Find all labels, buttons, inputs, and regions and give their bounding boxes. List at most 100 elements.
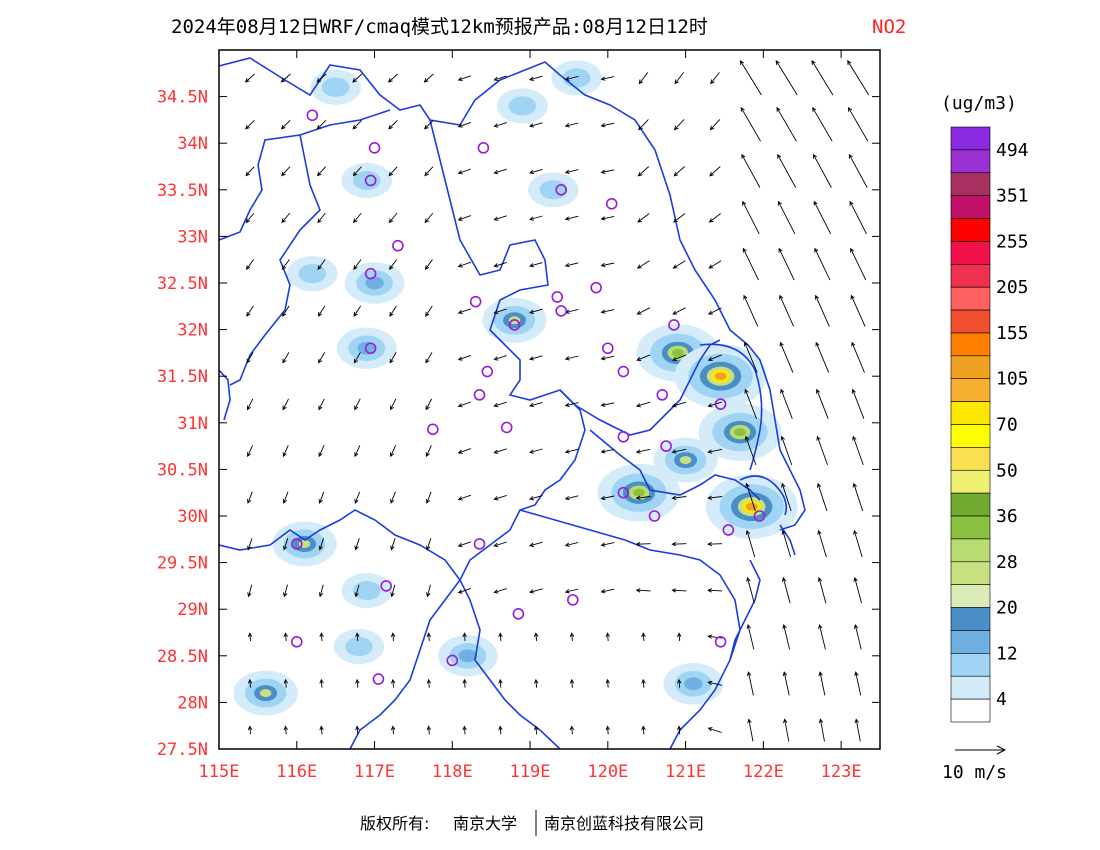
- wind-arrow: [245, 166, 255, 177]
- wind-arrow: [390, 678, 396, 688]
- monitoring-site-marker: [368, 142, 381, 154]
- wind-arrow: [529, 401, 543, 408]
- wind-arrow: [671, 588, 687, 593]
- wind-arrow: [600, 588, 615, 594]
- concentration-contour: [345, 636, 373, 657]
- owner-nju: 南京大学: [453, 814, 517, 833]
- colorbar-cell: [950, 584, 991, 608]
- wind-arrow: [493, 261, 507, 268]
- wind-arrow: [319, 725, 324, 735]
- wind-arrow: [245, 119, 255, 130]
- wind-arrow: [673, 119, 685, 131]
- wind-arrow: [635, 541, 651, 547]
- species-label: NO2: [872, 16, 906, 38]
- wind-arrow: [600, 262, 615, 268]
- wind-arrow: [318, 584, 324, 598]
- concentration-contour: [298, 264, 327, 284]
- wind-arrow: [390, 632, 396, 642]
- wind-arrow: [388, 259, 398, 271]
- concentration-contour: [352, 580, 381, 601]
- wind-arrow: [493, 448, 507, 454]
- concentration-contour: [365, 276, 384, 290]
- wind-arrow: [707, 448, 723, 454]
- wind-arrow: [779, 341, 794, 373]
- lon-tick-label: 121E: [665, 762, 706, 782]
- colorbar-cell: [950, 630, 991, 654]
- monitoring-site-marker: [364, 267, 377, 280]
- wind-arrow: [854, 718, 861, 742]
- wind-arrow: [600, 76, 615, 81]
- concentration-contour: [508, 96, 537, 116]
- wind-arrow: [247, 678, 253, 688]
- wind-arrow: [316, 166, 327, 177]
- wind-arrow: [317, 259, 326, 270]
- colorbar-labels: 494 351 255 205 155 105 70 50 36 28 20 12 4: [996, 140, 1029, 710]
- monitoring-site-marker: [380, 580, 392, 592]
- colorbar-label: 28: [996, 552, 1018, 573]
- wind-arrow: [818, 718, 825, 742]
- wind-arrow: [710, 72, 720, 85]
- wind-arrow: [847, 60, 870, 96]
- lon-tick-label: 115E: [199, 762, 240, 782]
- wind-arrow: [600, 402, 615, 407]
- wind-arrow: [462, 678, 467, 688]
- lon-tick-label: 120E: [587, 762, 628, 782]
- wind-arrow: [600, 355, 615, 361]
- wind-arrow: [564, 122, 579, 128]
- wind-arrow: [462, 632, 467, 642]
- wind-arrow: [246, 352, 254, 364]
- wind-arrow: [529, 262, 543, 268]
- wind-arrow: [493, 494, 507, 501]
- map-ticks: [218, 50, 880, 750]
- wind-arrow: [671, 354, 687, 361]
- wind-arrow: [605, 678, 610, 688]
- wind-arrow: [600, 495, 615, 501]
- wind-arrow: [493, 168, 507, 175]
- wind-arrow: [850, 294, 866, 327]
- monitoring-site-marker: [617, 430, 630, 443]
- wind-arrow: [818, 671, 826, 696]
- wind-arrow: [708, 213, 721, 223]
- colorbar: (ug/m3) 494 351 255 205 155 105 70 50 36 28 20 12 4: [941, 93, 1029, 723]
- lat-tick-label: 31.5N: [157, 367, 208, 387]
- wind-arrow: [283, 678, 288, 688]
- monitoring-site-marker: [590, 281, 602, 294]
- wind-arrow: [247, 632, 253, 642]
- wind-arrow: [354, 538, 360, 551]
- wind-arrow: [564, 448, 579, 454]
- wind-arrow: [318, 445, 325, 458]
- wind-arrow: [390, 725, 396, 735]
- wind-arrow: [281, 166, 291, 177]
- colorbar-cell: [950, 309, 991, 334]
- owner-company: 南京创蓝科技有限公司: [544, 814, 704, 833]
- wind-arrow: [390, 398, 397, 411]
- wind-arrow: [388, 212, 398, 224]
- colorbar-cells: [950, 126, 991, 723]
- wind-arrow: [354, 445, 361, 458]
- wind-arrow: [744, 388, 757, 419]
- lat-tick-label: 29N: [177, 600, 208, 620]
- wind-arrow: [815, 388, 829, 419]
- lon-tick-label: 122E: [743, 762, 784, 782]
- wind-arrow: [671, 541, 687, 547]
- wind-arrow: [247, 725, 253, 735]
- wind-arrow: [782, 624, 791, 650]
- wind-arrow: [246, 259, 254, 271]
- lat-tick-label: 34.5N: [157, 88, 208, 108]
- colorbar-cell: [950, 355, 991, 380]
- wind-arrow: [282, 445, 289, 458]
- monitoring-site-marker: [392, 239, 404, 252]
- wind-arrow: [707, 354, 722, 361]
- colorbar-label: 105: [996, 369, 1029, 390]
- monitoring-site-marker: [605, 197, 618, 210]
- wind-arrow: [638, 119, 649, 131]
- monitoring-site-marker: [473, 389, 486, 401]
- monitoring-site-marker: [427, 423, 439, 436]
- wind-arrow: [317, 305, 326, 317]
- wind-arrow: [282, 398, 290, 411]
- wind-arrow: [529, 448, 543, 454]
- wind-arrow: [457, 494, 472, 501]
- wind-arrow: [352, 212, 362, 224]
- lat-tick-label: 31N: [177, 414, 208, 434]
- colorbar-cell: [950, 172, 991, 196]
